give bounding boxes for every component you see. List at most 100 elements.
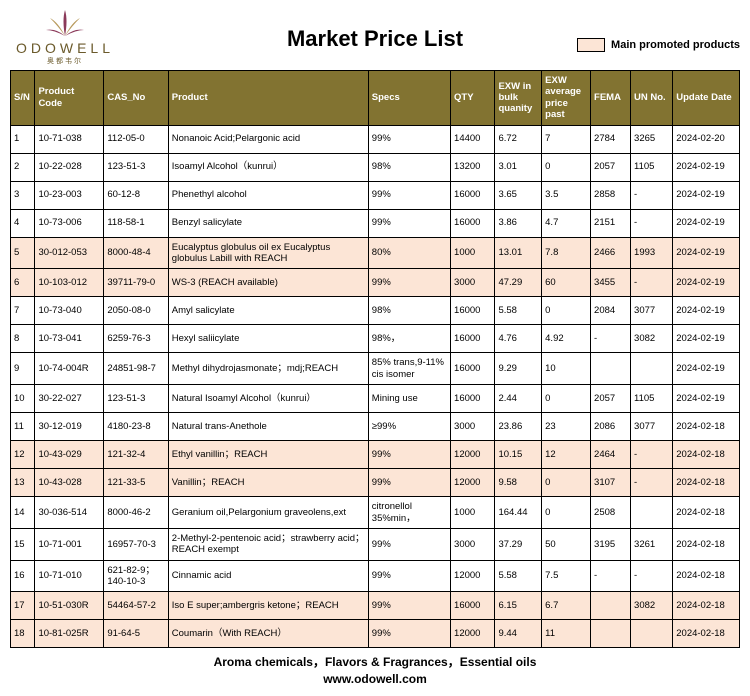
table-cell: 85% trans,9-11% cis isomer: [368, 353, 450, 385]
table-cell: 7: [542, 125, 591, 153]
table-cell: Vanillin；REACH: [168, 469, 368, 497]
table-row: 1430-036-5148000-46-2Geranium oil,Pelarg…: [11, 497, 740, 529]
table-cell: 6.15: [495, 592, 542, 620]
table-cell: 15: [11, 528, 35, 560]
table-cell: Hexyl saliicylate: [168, 325, 368, 353]
table-cell: 2024-02-19: [673, 209, 740, 237]
table-cell: Phenethyl alcohol: [168, 181, 368, 209]
table-row: 1510-71-00116957-70-32-Methyl-2-pentenoi…: [11, 528, 740, 560]
table-cell: 10-71-038: [35, 125, 104, 153]
table-cell: 0: [542, 497, 591, 529]
table-cell: 23.86: [495, 413, 542, 441]
table-cell: 60: [542, 269, 591, 297]
table-cell: 4: [11, 209, 35, 237]
brand-subtitle: 奥都韦尔: [47, 56, 83, 66]
table-header-cell: FEMA: [591, 71, 631, 126]
table-header-cell: CAS_No: [104, 71, 168, 126]
table-cell: 7.8: [542, 237, 591, 269]
table-header-row: S/NProduct CodeCAS_NoProductSpecsQTYEXW …: [11, 71, 740, 126]
legend-label: Main promoted products: [611, 39, 740, 51]
table-cell: 3082: [631, 325, 673, 353]
table-cell: 6.7: [542, 592, 591, 620]
table-cell: 12000: [451, 620, 495, 648]
table-cell: 16000: [451, 297, 495, 325]
table-header-cell: Specs: [368, 71, 450, 126]
table-cell: 2508: [591, 497, 631, 529]
table-cell: 1105: [631, 153, 673, 181]
table-cell: 0: [542, 385, 591, 413]
table-cell: 2024-02-19: [673, 181, 740, 209]
table-cell: 23: [542, 413, 591, 441]
table-cell: 2466: [591, 237, 631, 269]
page-title: Market Price List: [287, 26, 463, 52]
table-cell: 121-33-5: [104, 469, 168, 497]
table-cell: Mining use: [368, 385, 450, 413]
table-cell: 1000: [451, 497, 495, 529]
table-cell: 4180-23-8: [104, 413, 168, 441]
table-body: 110-71-038112-05-0Nonanoic Acid;Pelargon…: [11, 125, 740, 648]
table-row: 410-73-006118-58-1Benzyl salicylate99%16…: [11, 209, 740, 237]
table-cell: 10: [542, 353, 591, 385]
table-cell: 10-43-029: [35, 441, 104, 469]
table-row: 810-73-0416259-76-3Hexyl saliicylate98%，…: [11, 325, 740, 353]
table-cell: 80%: [368, 237, 450, 269]
table-cell: 2024-02-18: [673, 620, 740, 648]
table-cell: 5: [11, 237, 35, 269]
table-header-cell: Update Date: [673, 71, 740, 126]
price-table: S/NProduct CodeCAS_NoProductSpecsQTYEXW …: [10, 70, 740, 648]
table-cell: 98%: [368, 297, 450, 325]
table-cell: 3265: [631, 125, 673, 153]
table-cell: [591, 592, 631, 620]
table-row: 710-73-0402050-08-0Amyl salicylate98%160…: [11, 297, 740, 325]
table-cell: 2024-02-18: [673, 413, 740, 441]
table-cell: 99%: [368, 469, 450, 497]
table-cell: 3455: [591, 269, 631, 297]
table-cell: WS-3 (REACH available): [168, 269, 368, 297]
table-cell: 9.58: [495, 469, 542, 497]
table-cell: 99%: [368, 528, 450, 560]
table-cell: 2024-02-18: [673, 528, 740, 560]
table-cell: Natural trans-Anethole: [168, 413, 368, 441]
table-cell: 3077: [631, 297, 673, 325]
table-cell: 14400: [451, 125, 495, 153]
logo-icon: [40, 8, 90, 38]
table-cell: 99%: [368, 269, 450, 297]
table-cell: 99%: [368, 620, 450, 648]
footer-url: www.odowell.com: [10, 671, 740, 688]
table-cell: 2024-02-18: [673, 469, 740, 497]
table-cell: 3082: [631, 592, 673, 620]
table-row: 910-74-004R24851-98-7Methyl dihydrojasmo…: [11, 353, 740, 385]
table-row: 1810-81-025R91-64-5Coumarin（With REACH）9…: [11, 620, 740, 648]
table-cell: Methyl dihydrojasmonate；mdj;REACH: [168, 353, 368, 385]
table-cell: 164.44: [495, 497, 542, 529]
page-footer: Aroma chemicals，Flavors & Fragrances，Ess…: [10, 654, 740, 688]
table-cell: 0: [542, 469, 591, 497]
table-cell: 10-43-028: [35, 469, 104, 497]
table-cell: 0: [542, 153, 591, 181]
table-cell: 99%: [368, 592, 450, 620]
table-cell: 1993: [631, 237, 673, 269]
table-cell: -: [591, 560, 631, 592]
table-cell: 39711-79-0: [104, 269, 168, 297]
table-cell: Eucalyptus globulus oil ex Eucalyptus gl…: [168, 237, 368, 269]
table-cell: 3000: [451, 269, 495, 297]
table-cell: 10-71-010: [35, 560, 104, 592]
table-cell: 123-51-3: [104, 385, 168, 413]
table-cell: 12: [11, 441, 35, 469]
table-cell: 6: [11, 269, 35, 297]
brand-logo: ODOWELL 奥都韦尔: [10, 8, 120, 66]
table-cell: 16000: [451, 181, 495, 209]
table-cell: 3261: [631, 528, 673, 560]
table-cell: 10-73-006: [35, 209, 104, 237]
footer-tagline: Aroma chemicals，Flavors & Fragrances，Ess…: [10, 654, 740, 671]
table-cell: 30-12-019: [35, 413, 104, 441]
table-cell: 2024-02-19: [673, 237, 740, 269]
table-cell: 10-23-003: [35, 181, 104, 209]
table-cell: 2464: [591, 441, 631, 469]
table-cell: 91-64-5: [104, 620, 168, 648]
table-cell: 118-58-1: [104, 209, 168, 237]
table-cell: 621-82-9；140-10-3: [104, 560, 168, 592]
table-cell: 18: [11, 620, 35, 648]
table-cell: 3077: [631, 413, 673, 441]
table-cell: 16957-70-3: [104, 528, 168, 560]
